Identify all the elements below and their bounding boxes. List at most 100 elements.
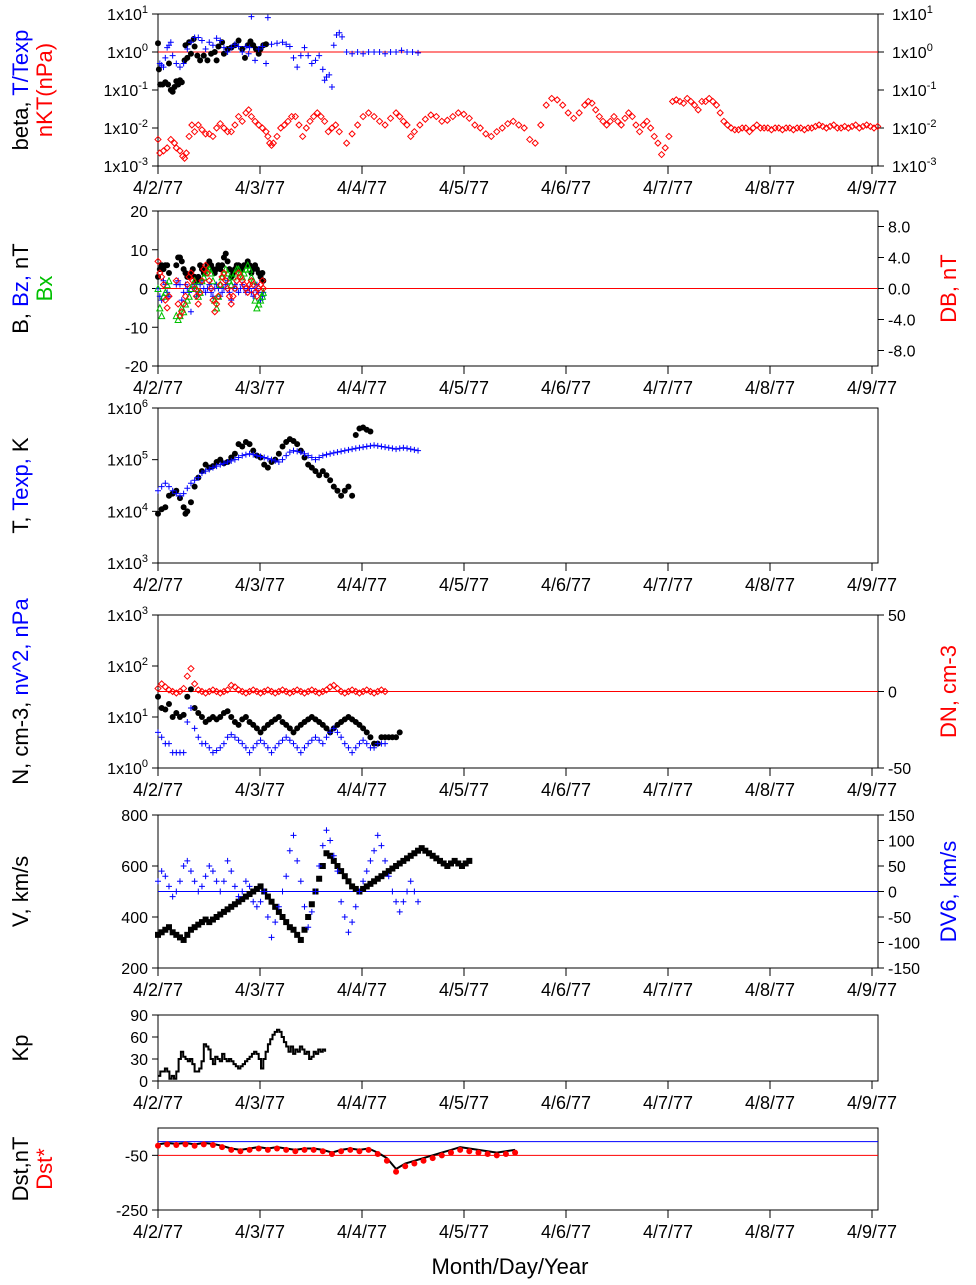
panel-4-series-1-point-56 (360, 878, 367, 885)
panel-4-xtick-label-3: 4/5/77 (439, 980, 489, 1000)
panel-0-series-2-point-137 (712, 101, 721, 109)
panel-0-series-1-point-34 (263, 60, 270, 67)
panel-4-series-1-point-24 (242, 878, 249, 885)
panel-3-series-2-point-16 (212, 687, 221, 696)
panel-0-series-2-point-160 (797, 124, 805, 132)
panel-2-series-1-point-53 (349, 446, 356, 453)
panel-0-series-1-point-40 (286, 43, 293, 50)
panel-0-series-0-point-26 (211, 49, 218, 55)
panel-0-series-2-point-176 (855, 124, 864, 132)
panel-4-y2tick-label-3: 0 (888, 885, 897, 902)
panel-0-series-2-point-128 (679, 99, 688, 107)
panel-2-series-1-point-3 (165, 483, 172, 490)
panel-0-series-1-point-42 (294, 64, 301, 71)
panel-2-series-1-point-59 (371, 442, 378, 449)
panel-0-series-2-point-9 (180, 154, 189, 162)
panel-1-series-3-point-26 (207, 284, 215, 293)
panel-0-series-2-point-94 (542, 101, 550, 109)
panel-0-series-2-point-102 (584, 97, 593, 106)
panel-2-series-1-point-4 (169, 487, 176, 494)
panel-4-xtick-label-4: 4/6/77 (541, 980, 591, 1000)
panel-5-ylabel: Kp (8, 1035, 33, 1062)
panel-0-series-2-point-83 (482, 130, 490, 138)
panel-0-series-1-point-56 (336, 29, 343, 36)
panel-4-ytick-label-3: 200 (121, 961, 148, 978)
panel-0-series-2-point-105 (595, 112, 604, 121)
panel-0-series-2-point-70 (410, 127, 419, 136)
panel-3-series-0-point-57 (363, 729, 370, 736)
panel-3-xtick-label-0: 4/2/77 (133, 780, 183, 800)
panel-0-series-2-point-47 (306, 117, 314, 126)
panel-1-xtick-label-3: 4/5/77 (439, 378, 489, 398)
panel-2-series-1-point-57 (363, 443, 370, 450)
panel-3-series-2-point-39 (297, 687, 305, 696)
panel-0-series-2-point-3 (163, 144, 171, 152)
panel-3-series-0-point-56 (360, 725, 367, 732)
panel-6-series-1-point-15 (292, 1148, 299, 1155)
panel-0-series-1-point-29 (246, 44, 253, 51)
panel-0-series-2-point-115 (632, 121, 640, 129)
panel-0-series-2-point-25 (234, 112, 243, 121)
panel-1-series-2-point-53 (256, 296, 265, 304)
panel-4-series-1-point-50 (338, 898, 345, 905)
panel-4-series-1-point-36 (286, 847, 293, 854)
panel-4-series-1-point-53 (349, 919, 356, 926)
panel-4-y2tick-label-2: 50 (888, 859, 906, 876)
panel-4-series-0-point-31 (268, 898, 275, 905)
panel-6-series-1-point-21 (347, 1146, 354, 1153)
panel-4-series-0-point-42 (308, 901, 315, 908)
panel-3-series-2-point-42 (308, 686, 316, 694)
panel-1-series-3-point-7 (172, 277, 181, 285)
panel-4-series-1-point-5 (173, 888, 180, 895)
panel-2-series-1-point-38 (294, 448, 301, 455)
panel-2-xtick-label-5: 4/7/77 (643, 575, 693, 595)
panel-1-series-1-point-9 (176, 281, 183, 288)
panel-2-series-0-point-22 (231, 450, 238, 457)
panel-2-series-1-point-9 (187, 480, 194, 487)
panel-3-series-1-point-16 (213, 747, 220, 754)
panel-1-y2tick-label-0: 8.0 (888, 220, 910, 237)
panel-4-series-0-point-21 (231, 901, 238, 908)
panel-2-series-0-point-48 (327, 477, 334, 484)
panel-0-series-2-point-85 (493, 127, 501, 136)
panel-0-series-2-point-40 (280, 121, 289, 129)
panel-2-series-0-point-2 (162, 504, 169, 511)
panel-3-series-2-point-12 (198, 687, 206, 696)
panel-3-y2tick-label-2: -50 (888, 761, 911, 778)
panel-3-series-2-point-1 (157, 680, 166, 688)
panel-4-series-1-point-26 (250, 898, 257, 905)
panel-3-series-2-point-62 (381, 687, 389, 696)
panel-4-xtick-label-6: 4/8/77 (745, 980, 795, 1000)
panel-3-series-0-point-66 (396, 729, 403, 736)
panel-4-xtick-label-0: 4/2/77 (133, 980, 183, 1000)
panel-0-series-2-point-179 (866, 122, 875, 131)
panel-3-series-2-point-7 (179, 684, 188, 693)
panel-3-series-1-point-45 (319, 740, 326, 747)
panel-3-series-2-point-50 (337, 687, 345, 696)
panel-3-series-1-point-29 (261, 740, 268, 747)
panel-1-series-2-point-54 (258, 292, 267, 300)
panel-0-series-2-point-145 (742, 124, 750, 132)
panel-4-series-0-point-30 (264, 893, 271, 900)
panel-0-series-1-point-33 (259, 43, 266, 50)
panel-0-series-0-point-13 (178, 79, 185, 86)
panel-1-series-2-point-2 (157, 311, 166, 320)
panel-4-series-1-point-9 (187, 868, 194, 875)
panel-4-series-0-point-47 (327, 852, 334, 859)
panel-4-series-0-point-80 (447, 860, 454, 867)
panel-6-xtick-label-2: 4/4/77 (337, 1222, 387, 1242)
panel-2-ytick-label-3: 1x103 (107, 553, 148, 573)
panel-1-series-3-point-38 (229, 292, 237, 300)
panel-2-series-1-point-62 (382, 444, 389, 451)
panel-2-series-1-point-17 (217, 461, 224, 468)
panel-1-series-3-point-37 (227, 300, 235, 308)
panel-3-series-1-point-59 (371, 744, 378, 751)
panel-5-ytick-label-0: 90 (130, 1008, 148, 1025)
panel-6-series-1-point-22 (356, 1148, 363, 1155)
panel-0-series-1-point-68 (398, 47, 405, 54)
panel-2-series-1-point-54 (352, 445, 359, 452)
panel-0-series-2-point-52 (324, 127, 333, 136)
panel-3-series-2-point-8 (183, 672, 192, 680)
panel-0-series-1-point-36 (268, 41, 275, 48)
panel-0-series-2-point-44 (295, 121, 303, 129)
